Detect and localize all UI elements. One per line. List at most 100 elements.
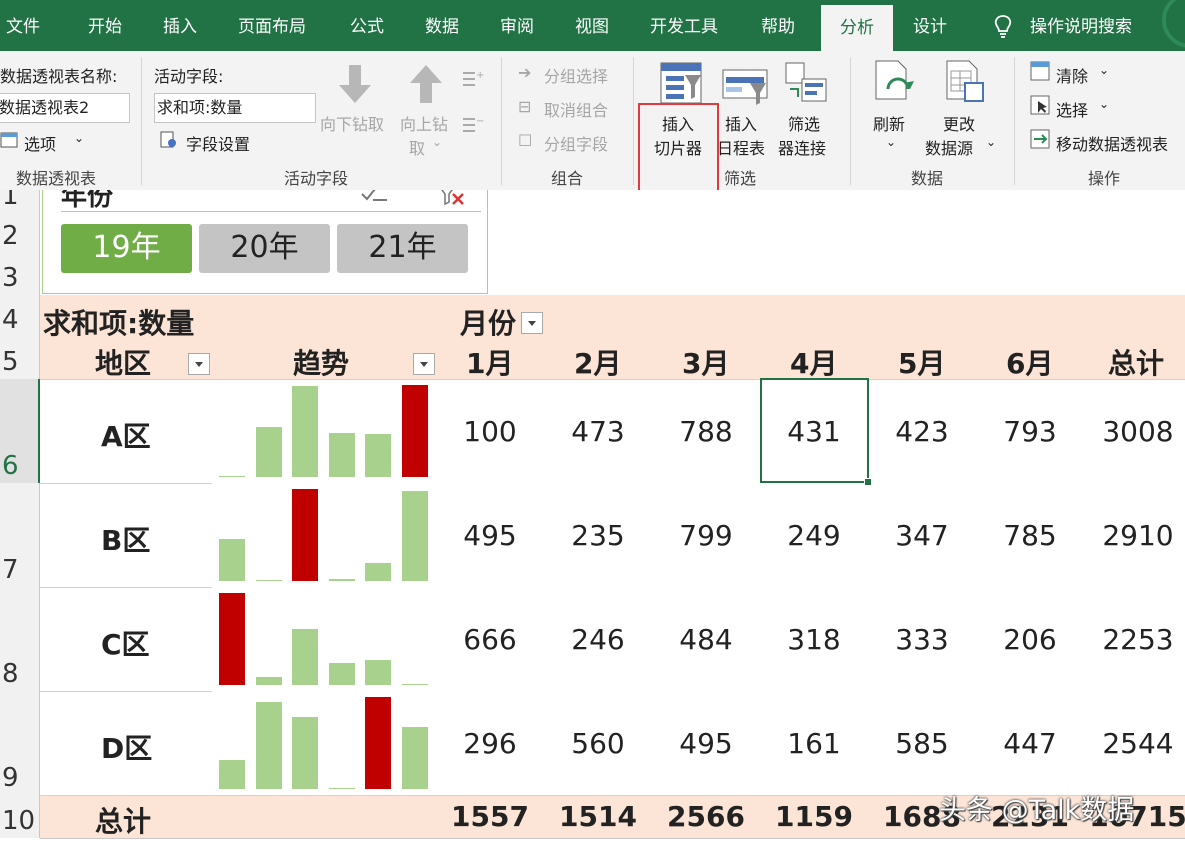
- row-total-cell[interactable]: 2910: [1102, 519, 1174, 552]
- slicer-item-20[interactable]: 20年: [199, 224, 330, 273]
- value-cell[interactable]: 246: [571, 623, 625, 656]
- value-cell[interactable]: 235: [571, 519, 625, 552]
- value-cell[interactable]: 100: [463, 415, 517, 448]
- row-header[interactable]: 7: [0, 483, 40, 587]
- refresh-dropdown-icon[interactable]: ⌄: [886, 135, 897, 149]
- insert-slicer-icon: [660, 62, 702, 104]
- row-field-filter-button[interactable]: [188, 353, 210, 375]
- refresh-button[interactable]: 刷新: [873, 115, 906, 134]
- tab-analyze[interactable]: 分析: [821, 5, 893, 51]
- value-cell[interactable]: 785: [1003, 519, 1057, 552]
- options-dropdown-icon[interactable]: ⌄: [74, 131, 85, 145]
- row-total-cell[interactable]: 3008: [1102, 415, 1174, 448]
- value-cell[interactable]: 347: [895, 519, 949, 552]
- sparkline-bar: [219, 593, 245, 685]
- change-data-source-dropdown-icon[interactable]: ⌄: [986, 135, 997, 149]
- value-cell[interactable]: 296: [463, 727, 517, 760]
- tab-data[interactable]: 数据: [425, 17, 459, 37]
- clear-filter-icon[interactable]: [437, 190, 465, 206]
- collapse-field-icon[interactable]: −: [461, 115, 485, 135]
- drill-up-dropdown-icon[interactable]: ⌄: [432, 135, 443, 149]
- year-slicer[interactable]: 年份 19年 20年 21年: [42, 190, 488, 294]
- insert-slicer-button[interactable]: 插入: [662, 115, 695, 134]
- overall-total-cell[interactable]: 10715: [1089, 800, 1185, 833]
- select-button[interactable]: 选择: [1056, 101, 1089, 120]
- row-header[interactable]: 5: [0, 337, 40, 379]
- row-header-selected[interactable]: 6: [0, 379, 40, 483]
- trend-filter-button[interactable]: [413, 353, 435, 375]
- row-header[interactable]: 1: [0, 190, 40, 213]
- tab-page-layout[interactable]: 页面布局: [238, 17, 306, 37]
- value-cell[interactable]: 585: [895, 727, 949, 760]
- drill-up-button[interactable]: 向上钻: [400, 115, 449, 134]
- active-field-input[interactable]: 求和项:数量: [154, 93, 316, 123]
- value-cell[interactable]: 799: [679, 519, 733, 552]
- row-header[interactable]: 10: [0, 795, 40, 838]
- options-button[interactable]: 选项: [24, 135, 57, 154]
- sparkline-bar: [401, 491, 428, 581]
- ungroup-button[interactable]: 取消组合: [544, 101, 609, 120]
- grand-total-cell[interactable]: 2231: [991, 800, 1069, 833]
- tab-help[interactable]: 帮助: [761, 17, 795, 37]
- tab-review[interactable]: 审阅: [500, 17, 534, 37]
- expand-field-icon[interactable]: +: [461, 69, 485, 89]
- select-dropdown-icon[interactable]: ⌄: [1099, 97, 1110, 111]
- group-selection-button[interactable]: 分组选择: [544, 67, 609, 86]
- move-pivottable-button[interactable]: 移动数据透视表: [1056, 135, 1169, 154]
- value-cell[interactable]: 206: [1003, 623, 1057, 656]
- grand-total-cell[interactable]: 2566: [667, 800, 745, 833]
- value-cell[interactable]: 473: [571, 415, 625, 448]
- row-header[interactable]: 8: [0, 587, 40, 691]
- row-header[interactable]: 3: [0, 253, 40, 295]
- value-cell[interactable]: 423: [895, 415, 949, 448]
- value-cell[interactable]: 495: [463, 519, 517, 552]
- value-cell[interactable]: 560: [571, 727, 625, 760]
- column-field-filter-button[interactable]: [521, 312, 543, 334]
- slicer-item-21[interactable]: 21年: [337, 224, 468, 273]
- grand-total-cell[interactable]: 1514: [559, 800, 637, 833]
- group-field-button[interactable]: 分组字段: [544, 135, 609, 154]
- tab-design[interactable]: 设计: [913, 17, 947, 37]
- value-cell[interactable]: 249: [787, 519, 841, 552]
- row-header[interactable]: 9: [0, 691, 40, 795]
- row-header[interactable]: 4: [0, 295, 40, 337]
- value-cell[interactable]: 161: [787, 727, 841, 760]
- filter-connections-button[interactable]: 筛选: [788, 115, 821, 134]
- value-cell[interactable]: 431: [787, 415, 841, 448]
- clear-dropdown-icon[interactable]: ⌄: [1099, 63, 1110, 77]
- change-data-source-button[interactable]: 更改: [943, 115, 976, 134]
- tab-developer[interactable]: 开发工具: [650, 17, 718, 37]
- tab-home[interactable]: 开始: [88, 17, 122, 37]
- value-cell[interactable]: 495: [679, 727, 733, 760]
- insert-timeline-button[interactable]: 插入: [725, 115, 758, 134]
- value-cell[interactable]: 447: [1003, 727, 1057, 760]
- field-settings-button[interactable]: 字段设置: [186, 135, 251, 154]
- value-cell[interactable]: 788: [679, 415, 733, 448]
- options-icon: [0, 132, 18, 148]
- grand-total-cell[interactable]: 1688: [883, 800, 961, 833]
- worksheet[interactable]: 1 2 3 4 5 6 7 8 9 10 年份 19年 20年 21年 求和项:…: [0, 190, 1185, 848]
- value-cell[interactable]: 318: [787, 623, 841, 656]
- pivot-name-input[interactable]: 数据透视表2: [0, 93, 130, 123]
- tab-formulas[interactable]: 公式: [350, 17, 384, 37]
- row-separator: [40, 587, 212, 588]
- tab-insert[interactable]: 插入: [163, 17, 197, 37]
- value-cell[interactable]: 666: [463, 623, 517, 656]
- value-cell[interactable]: 333: [895, 623, 949, 656]
- slicer-item-19[interactable]: 19年: [61, 224, 192, 273]
- multi-select-icon[interactable]: [359, 190, 389, 206]
- drill-down-button[interactable]: 向下钻取: [320, 115, 385, 134]
- row-header[interactable]: 2: [0, 213, 40, 253]
- value-cell[interactable]: 484: [679, 623, 733, 656]
- active-cell[interactable]: [760, 378, 872, 486]
- grand-total-cell[interactable]: 1159: [775, 800, 853, 833]
- row-total-cell[interactable]: 2253: [1102, 623, 1174, 656]
- clear-button[interactable]: 清除: [1056, 67, 1089, 86]
- grand-total-cell[interactable]: 1557: [451, 800, 529, 833]
- active-field-label: 活动字段:: [154, 67, 224, 86]
- row-total-cell[interactable]: 2544: [1102, 727, 1174, 760]
- tab-file[interactable]: 文件: [6, 17, 40, 37]
- value-cell[interactable]: 793: [1003, 415, 1057, 448]
- tab-view[interactable]: 视图: [575, 17, 609, 37]
- tell-me-search[interactable]: 操作说明搜索: [1030, 17, 1132, 37]
